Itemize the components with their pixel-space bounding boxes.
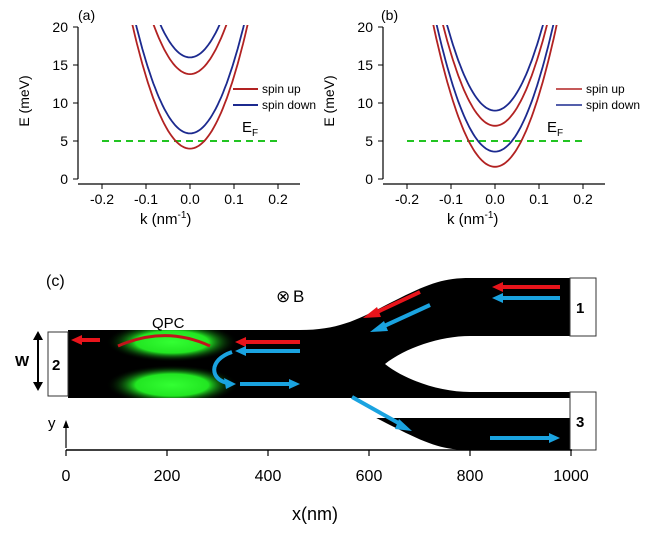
panel-a-label: (a) [78,7,95,23]
band-curve-spin-down [446,25,544,112]
y-tick-label: 15 [357,57,373,73]
y-tick-label: 0 [60,171,68,187]
spin-down-arrowhead-in [235,346,246,356]
y-tick-label: 10 [52,95,68,111]
x-tick-label: 800 [457,468,484,485]
spin-down-arrowhead-lead3 [549,433,560,443]
lead-2-label: 2 [52,357,60,374]
panel-c-device: (c) QPC 2 1 3 ⊗ B W y 0 200 400 600 800 1000 … [15,273,597,524]
panel-b-axes: 0 5 10 15 20 -0.2 -0.1 0.0 0.1 0.2 [357,19,605,207]
y-tick-label: 20 [357,19,373,35]
x-tick-label: 0 [62,468,71,485]
panel-a-band-structure: (a) 0 5 10 15 20 -0.2 -0.1 0.0 0.1 0.2 E (meV) k … [16,7,316,228]
x-tick-label: 200 [154,468,181,485]
y-tick-label: 5 [60,133,68,149]
spin-down-arrowhead-lower-branch [395,419,412,431]
x-tick-label: 0.1 [224,191,244,207]
x-tick-label: 400 [255,468,282,485]
band-curve-spin-down [159,25,221,59]
panel-a-axes: 0 5 10 15 20 -0.2 -0.1 0.0 0.1 0.2 [52,19,300,207]
panel-b-label: (b) [381,7,398,23]
x-tick-label: 1000 [553,468,589,485]
lead-1 [569,277,597,337]
spin-down-arrowhead-reflection [224,378,236,389]
x-tick-label: 0.0 [180,191,200,207]
y-tick-label: 5 [365,133,373,149]
magnetic-field-symbol: ⊗ [276,287,290,306]
x-tick-label: 600 [356,468,383,485]
panel-b-band-structure: (b) 0 5 10 15 20 -0.2 -0.1 0.0 0.1 0.2 E (meV) k … [321,7,640,228]
legend-spin-up: spin up [262,82,301,96]
legend-spin-down: spin down [262,98,316,112]
panel-a-ylabel: E (meV) [16,75,32,126]
spin-down-arrowhead-out [289,379,300,389]
spin-up-arrowhead-lead1 [492,282,503,292]
lead-1-label: 1 [576,300,584,317]
panel-b-fermi-label: EF [547,119,563,139]
spin-up-arrow-qpc-arc [117,334,211,348]
legend-spin-down: spin down [586,98,640,112]
qpc-mask-top [68,310,300,330]
y-tick-label: 0 [365,171,373,187]
magnetic-field-label: B [293,287,304,306]
width-label: W [15,353,30,370]
panel-a-xlabel: k (nm-1) [140,210,191,228]
x-axis-ticks: 0 200 400 600 800 1000 [62,450,589,485]
band-curve-spin-up [432,25,558,168]
panel-c-label: (c) [46,273,65,290]
lead-2 [47,331,69,397]
legend-spin-up: spin up [586,82,625,96]
x-tick-label: 0.2 [573,191,593,207]
x-tick-label: -0.1 [439,191,463,207]
spin-down-arrow-reflection [212,350,233,385]
spin-up-arrowhead-lead2 [71,335,82,345]
band-curve-spin-down [135,25,245,135]
x-tick-label: -0.1 [134,191,158,207]
y-tick-label: 15 [52,57,68,73]
qpc-mask-bottom [68,398,588,418]
panel-b-curves [407,25,583,168]
spin-up-arrowhead-branch [363,307,381,318]
y-axis-label: y [48,415,56,432]
x-tick-label: 0.0 [485,191,505,207]
band-curve-spin-up [442,25,548,127]
x-tick-label: -0.2 [90,191,114,207]
band-curve-spin-down [435,25,555,153]
spin-up-arrows [71,282,560,348]
spin-down-arrowhead-branch [370,321,388,332]
panel-b-xlabel: k (nm-1) [447,210,498,228]
device-body [68,278,570,450]
qpc-label: QPC [152,315,185,332]
x-tick-label: 0.1 [529,191,549,207]
lead-3 [569,391,597,451]
spin-down-arrows [212,293,560,443]
spin-up-arrowhead-qpc-right [235,337,246,347]
qpc-gate-top [106,322,238,362]
panel-a-curves [102,25,278,150]
band-curve-spin-up [131,25,249,150]
panel-a-fermi-label: EF [242,119,258,139]
lead-3-label: 3 [576,414,584,431]
y-tick-label: 20 [52,19,68,35]
x-axis-label: x(nm) [292,504,338,524]
panel-b-legend: spin up spin down [556,82,640,112]
spin-down-arrow-branch [381,303,431,329]
spin-down-arrow-lower-branch [351,395,403,427]
spin-up-arrow-branch [374,290,421,315]
y-tick-label: 10 [357,95,373,111]
panel-a-legend: spin up spin down [233,82,316,112]
y-axis-arrowhead [63,420,69,428]
qpc-gate-bottom [106,365,238,405]
x-tick-label: -0.2 [395,191,419,207]
band-curve-spin-up [152,25,228,76]
panel-b-ylabel: E (meV) [321,75,337,126]
spin-down-arrowhead-lead1 [492,293,503,303]
x-tick-label: 0.2 [268,191,288,207]
